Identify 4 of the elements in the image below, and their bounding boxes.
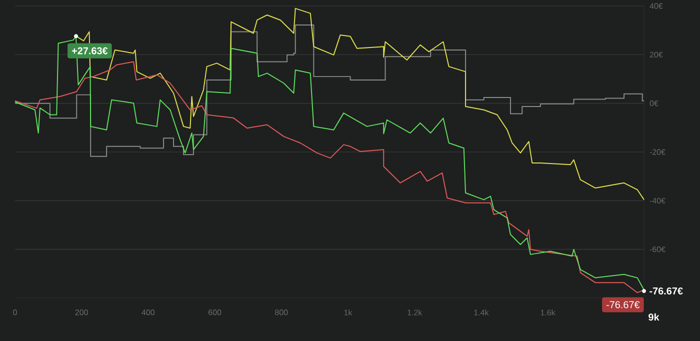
annotation: +27.63€ [72,47,108,54]
text: 9k [648,313,660,321]
text: -76.67€ [606,301,640,308]
text: -76.67€ [650,287,683,295]
